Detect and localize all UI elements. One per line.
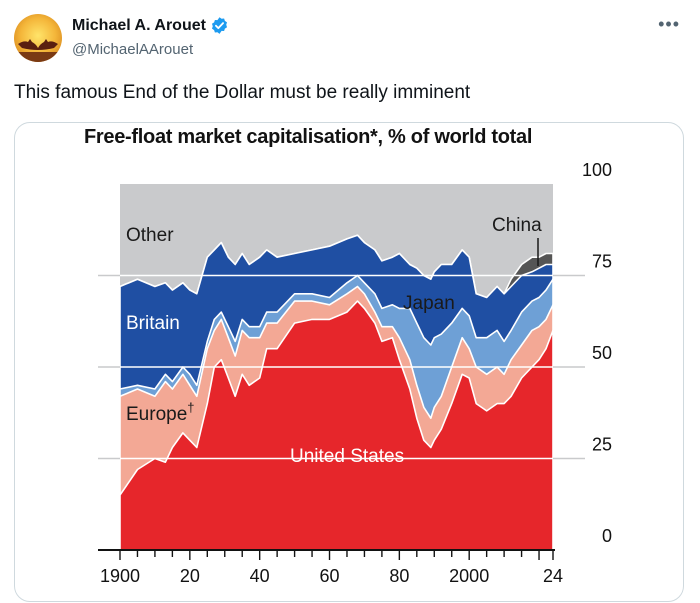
x-tick-label-20: 20: [180, 566, 200, 586]
more-horizontal-icon[interactable]: •••: [658, 14, 680, 34]
y-tick-label-50: 50: [592, 343, 612, 363]
chart-title: Free-float market capitalisation*, % of …: [84, 126, 533, 148]
x-tick-label-40: 40: [250, 566, 270, 586]
y-tick-label-25: 25: [592, 435, 612, 455]
europe-dagger: †: [187, 400, 194, 415]
series-label-japan: Japan: [403, 293, 455, 314]
x-tick-label-1900: 1900: [100, 566, 140, 586]
x-tick-label-24: 24: [543, 566, 563, 586]
series-label-britain: Britain: [126, 313, 180, 334]
author-handle[interactable]: @MichaelAArouet: [72, 41, 194, 58]
author-name[interactable]: Michael A. Arouet: [72, 16, 229, 35]
y-tick-label-75: 75: [592, 252, 612, 272]
x-tick-label-80: 80: [389, 566, 409, 586]
y-tick-label-100: 100: [582, 160, 612, 180]
author-name-text[interactable]: Michael A. Arouet: [72, 16, 206, 34]
series-label-us: United States: [290, 446, 404, 467]
y-tick-label-0: 0: [602, 526, 612, 546]
avatar[interactable]: [14, 14, 62, 62]
series-label-other: Other: [126, 225, 174, 246]
x-tick-label-2000: 2000: [449, 566, 489, 586]
x-tick-label-60: 60: [320, 566, 340, 586]
verified-badge-icon: [211, 17, 227, 34]
europe-label-text: Europe: [126, 404, 187, 425]
area-united-states: [119, 300, 554, 551]
series-label-europe: Europe†: [126, 400, 195, 425]
avatar-image: [14, 14, 62, 62]
series-label-china: China: [492, 215, 542, 236]
tweet-text: This famous End of the Dollar must be re…: [14, 82, 471, 103]
